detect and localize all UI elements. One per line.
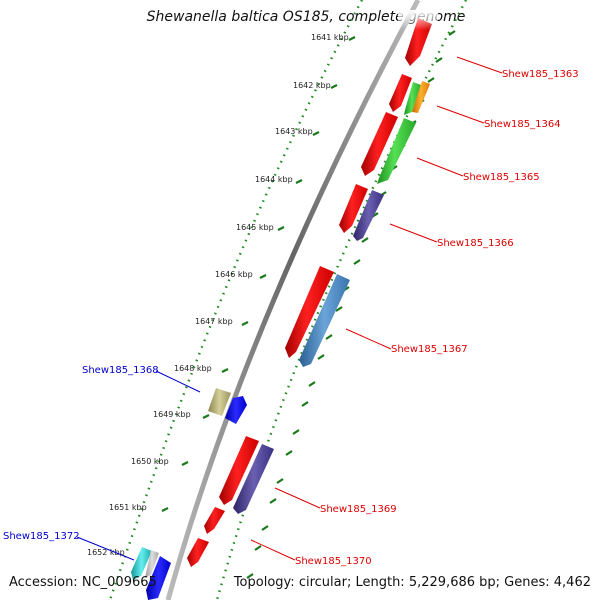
length-label: Length: [355,575,405,590]
cds-arrow[interactable] [299,274,350,367]
gene-label[interactable]: Shew185_1368 [82,365,159,376]
accession-info: Accession: NC_009665 [9,575,157,590]
cds-arrow[interactable] [204,507,225,534]
cds-arrow[interactable] [412,81,430,113]
genes-value: 4,462 [553,575,591,590]
separator: ; [495,575,505,590]
cds-arrow[interactable] [145,550,159,578]
gene-label[interactable]: Shew185_1365 [463,172,540,183]
cds-arrow[interactable] [219,436,259,505]
map-title: Shewanella baltica OS185, complete genom… [146,9,466,25]
cds-features [131,10,438,600]
cds-arrow[interactable] [225,396,247,424]
topology-label: Topology: [233,575,295,590]
gene-labels: Shew185_1363 Shew185_1364 Shew185_1365 S… [3,69,579,567]
tick-label: 1648 kbp [174,364,212,373]
tick-label: 1649 kbp [153,410,191,419]
length-value: 5,229,686 bp [408,575,496,590]
cds-arrow[interactable] [233,444,274,514]
tick-label: 1647 kbp [195,317,233,326]
cds-arrow[interactable] [146,556,171,600]
tick-label: 1641 kbp [311,33,349,42]
genome-backbone [165,0,421,600]
accession-label: Accession: [9,575,78,590]
fade-overlay [398,10,438,30]
outer-tick-ring [215,0,468,600]
gene-label[interactable]: Shew185_1372 [3,531,80,542]
tick-label: 1646 kbp [215,270,253,279]
tick-label: 1652 kbp [87,548,125,557]
cds-arrow[interactable] [361,112,398,176]
outer-major-ticks [246,30,456,579]
cds-arrow[interactable] [187,538,209,567]
cds-arrow[interactable] [339,184,368,233]
tick-label: 1651 kbp [109,503,147,512]
tick-label: 1644 kbp [255,175,293,184]
label-connectors [76,56,503,561]
tick-label: 1643 kbp [275,127,313,136]
gene-label[interactable]: Shew185_1364 [484,119,561,130]
cds-arrow[interactable] [377,118,416,184]
tick-labels: 1641 kbp 1642 kbp 1643 kbp 1644 kbp 1645… [87,33,349,557]
cds-arrow[interactable] [131,547,152,580]
gene-label[interactable]: Shew185_1367 [391,344,468,355]
cds-arrow[interactable] [353,190,384,241]
tick-label: 1642 kbp [293,81,331,90]
accession-value: NC_009665 [81,575,157,590]
genes-label: Genes: [504,575,550,590]
gene-label[interactable]: Shew185_1369 [320,504,397,515]
separator: ; [346,575,356,590]
topology-value: circular [298,575,347,590]
cds-arrow[interactable] [389,74,412,112]
cds-arrow[interactable] [208,388,231,416]
inner-tick-ring [108,0,364,600]
cds-arrow[interactable] [285,266,334,358]
gene-label[interactable]: Shew185_1363 [502,69,579,80]
tick-label: 1645 kbp [236,223,274,232]
gene-label[interactable]: Shew185_1366 [437,238,514,249]
genome-stats: Topology: circular; Length: 5,229,686 bp… [234,575,591,590]
tick-label: 1650 kbp [131,457,169,466]
gene-label[interactable]: Shew185_1370 [295,556,372,567]
cds-arrow[interactable] [404,82,421,115]
